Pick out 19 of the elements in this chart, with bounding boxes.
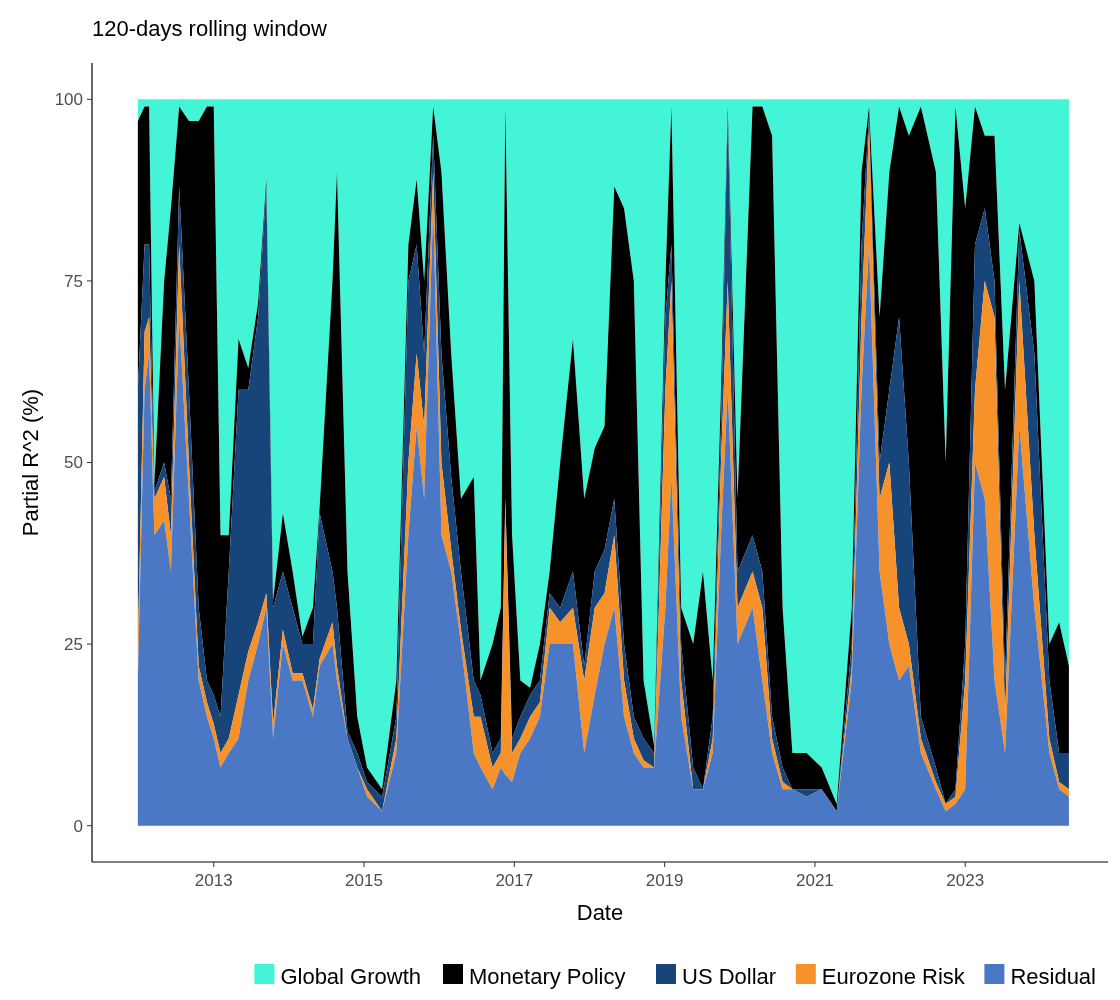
legend-label: US Dollar xyxy=(682,963,777,989)
x-tick-label: 2021 xyxy=(796,871,834,890)
chart-title: 120-days rolling window xyxy=(92,16,327,41)
legend-label: Residual xyxy=(1010,963,1097,989)
x-tick-label: 2013 xyxy=(194,871,233,890)
x-tick-label: 2017 xyxy=(495,871,534,890)
y-tick-label: 25 xyxy=(64,635,83,655)
x-axis-title: Date xyxy=(576,900,624,925)
x-tick-label: 2019 xyxy=(645,871,684,890)
x-tick-label: 2023 xyxy=(946,871,985,890)
y-axis-title: Partial R^2 (%) xyxy=(18,388,43,537)
y-tick-label: 0 xyxy=(73,816,83,836)
y-tick-label: 50 xyxy=(64,453,83,473)
x-tick-label: 2015 xyxy=(345,871,383,890)
y-tick-label: 100 xyxy=(54,90,83,110)
legend-label: Monetary Policy xyxy=(469,963,626,989)
y-tick-label: 75 xyxy=(64,271,83,291)
legend-label: Eurozone Risk xyxy=(821,963,966,989)
legend-label: Global Growth xyxy=(280,963,422,989)
